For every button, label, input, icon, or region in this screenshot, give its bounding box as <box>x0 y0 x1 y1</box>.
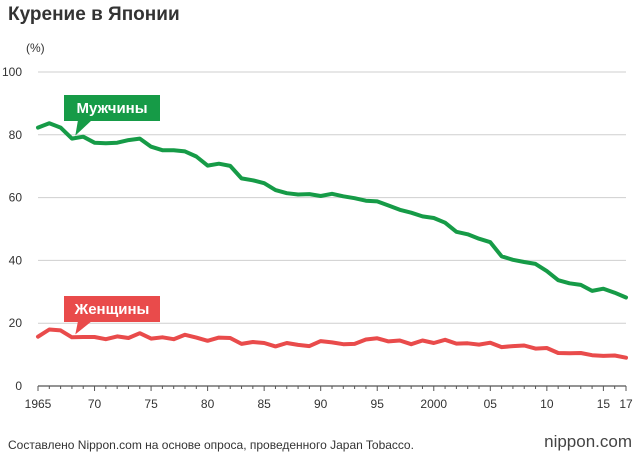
x-tick-label: 85 <box>257 397 271 411</box>
x-tick-label: 2000 <box>420 397 447 411</box>
legend-callouts: Мужчины Женщины <box>64 95 160 335</box>
series-lines <box>36 121 628 360</box>
x-tick-label: 70 <box>88 397 102 411</box>
y-tick-label: 60 <box>9 191 23 205</box>
x-tick-label: 95 <box>371 397 385 411</box>
chart-title: Курение в Японии <box>8 4 180 25</box>
y-tick-label: 80 <box>9 128 23 142</box>
y-tick-label: 0 <box>15 379 22 393</box>
y-tick-label: 100 <box>2 65 22 79</box>
x-axis <box>37 386 627 391</box>
callout-box <box>64 95 160 121</box>
source-note: Составлено Nippon.com на основе опроса, … <box>8 438 414 452</box>
legend-label: Женщины <box>74 301 150 318</box>
y-tick-label: 40 <box>9 253 23 267</box>
callout-men: Мужчины <box>64 95 160 136</box>
x-tick-label: 75 <box>144 397 158 411</box>
y-axis-label: (%) <box>26 41 45 55</box>
brand-logo: nippon.com <box>544 432 632 451</box>
x-tick-label: 10 <box>540 397 554 411</box>
callout-women: Женщины <box>64 296 160 335</box>
legend-label: Мужчины <box>76 100 147 117</box>
callout-pointer <box>75 321 92 335</box>
y-axis-ticks: 0 20 40 60 80 100 <box>2 65 22 393</box>
x-tick-label: 1965 <box>25 397 52 411</box>
y-tick-label: 20 <box>9 316 23 330</box>
x-axis-ticks: 1965 70 75 80 85 90 95 2000 05 10 15 17 <box>25 397 633 411</box>
callout-box <box>64 296 160 322</box>
series-line-men <box>36 121 628 300</box>
callout-pointer <box>75 120 92 136</box>
series-line-women <box>36 327 628 360</box>
x-tick-label: 90 <box>314 397 328 411</box>
x-tick-label: 05 <box>484 397 498 411</box>
x-tick-label: 80 <box>201 397 215 411</box>
x-tick-label: 17 <box>619 397 633 411</box>
x-tick-label: 15 <box>597 397 611 411</box>
